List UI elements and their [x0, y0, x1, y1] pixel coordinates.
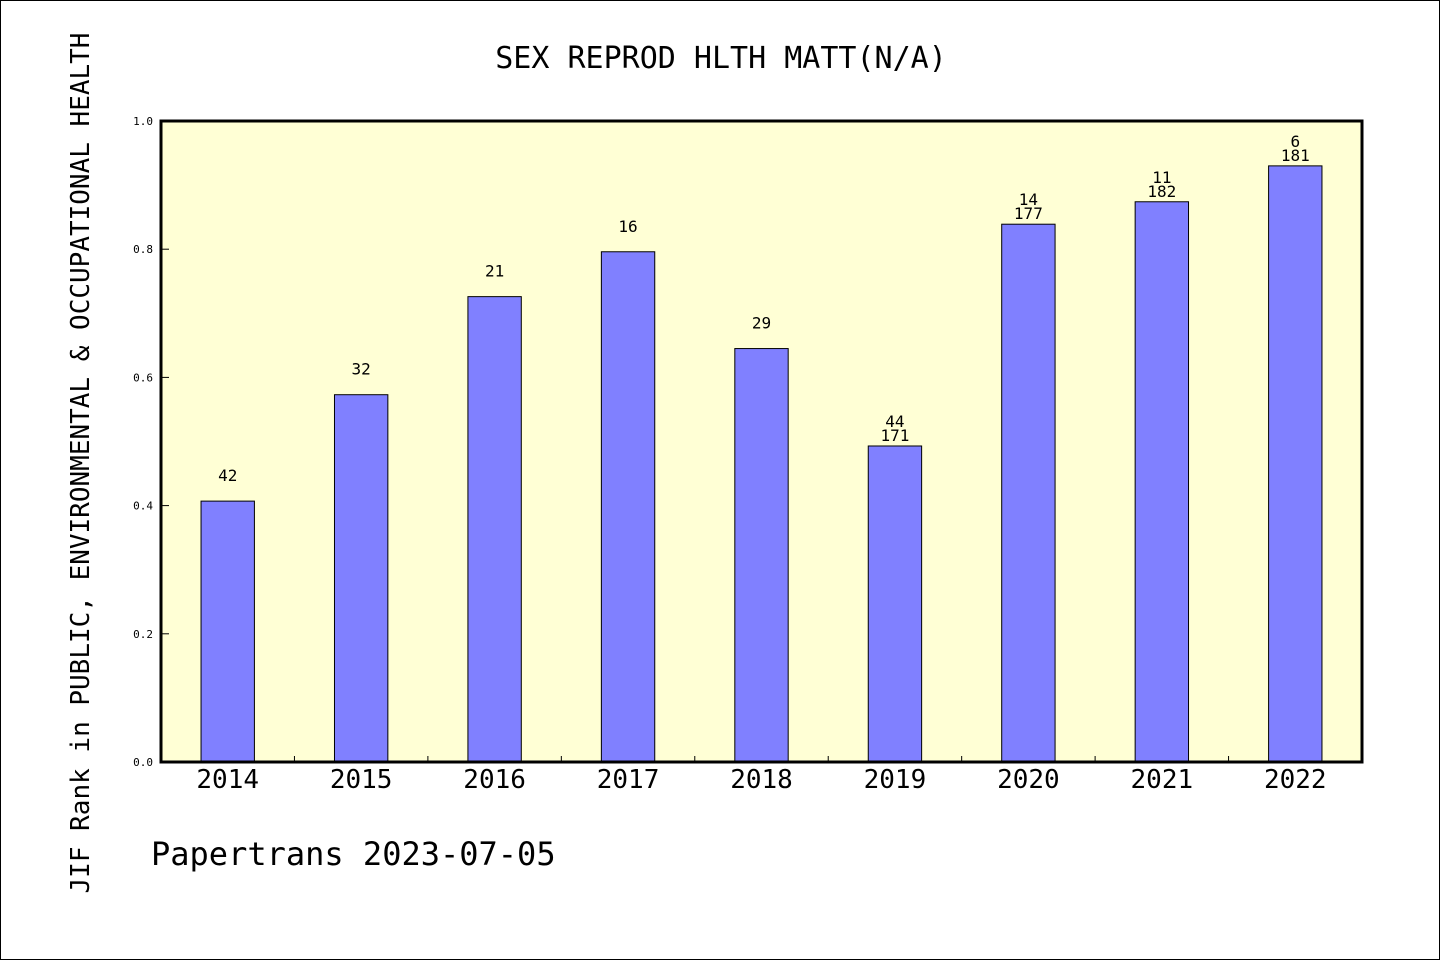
bar-2014 — [200, 500, 255, 763]
bar-2019 — [867, 445, 923, 763]
y-tick-label: 1.0 — [133, 115, 153, 128]
x-axis-ticks: 2014 2015 2016 2017 2018 2019 2020 2021 2022 — [196, 756, 1327, 795]
bar-rank-label: 32 — [352, 360, 371, 379]
bar-2021 — [1134, 201, 1190, 763]
y-tick-label: 0.2 — [133, 628, 153, 641]
y-axis-ticks: 0.0 0.2 0.4 0.6 0.8 1.0 — [133, 115, 169, 769]
bar-2022 — [1268, 165, 1323, 763]
bar-rank-label: 21 — [485, 262, 504, 281]
y-tick-label: 0.4 — [133, 500, 153, 513]
x-tick-label: 2017 — [597, 765, 660, 795]
x-tick-label: 2015 — [330, 765, 393, 795]
bar-rank-label: 6 — [1290, 132, 1300, 151]
y-axis-label: JIF Rank in PUBLIC, ENVIRONMENTAL & OCCU… — [66, 33, 96, 894]
bar-2017 — [600, 251, 656, 763]
footer-credit: Papertrans 2023-07-05 — [151, 835, 556, 873]
x-tick-label: 2016 — [463, 765, 526, 795]
bar-total-label: 181 — [1281, 146, 1310, 165]
y-tick-label: 0.6 — [133, 371, 153, 384]
bar-2016 — [467, 296, 522, 763]
bar-series — [200, 165, 1323, 763]
bar-2015 — [333, 394, 389, 763]
bar-2018 — [734, 348, 789, 763]
bar-rank-label: 42 — [218, 466, 237, 485]
x-tick-label: 2018 — [730, 765, 793, 795]
x-tick-label: 2019 — [864, 765, 927, 795]
x-tick-label: 2020 — [997, 765, 1060, 795]
bar-total-label: 182 — [1147, 182, 1176, 201]
bar-2020 — [1001, 223, 1056, 763]
x-tick-label: 2014 — [196, 765, 259, 795]
y-tick-label: 0.8 — [133, 243, 153, 256]
x-tick-label: 2021 — [1131, 765, 1194, 795]
bar-rank-label: 14 — [1019, 190, 1038, 209]
chart-title: SEX REPROD HLTH MATT(N/A) — [495, 41, 947, 76]
bar-total-label: 177 — [1014, 204, 1043, 223]
bar-rank-label: 16 — [618, 217, 637, 236]
bar-rank-label: 11 — [1152, 168, 1171, 187]
x-tick-label: 2022 — [1264, 765, 1327, 795]
plot-frame — [159, 119, 1364, 764]
bar-rank-label: 44 — [885, 412, 904, 431]
bar-rank-label: 29 — [752, 314, 771, 333]
bar-total-label: 171 — [880, 426, 909, 445]
y-tick-label: 0.0 — [133, 756, 153, 769]
